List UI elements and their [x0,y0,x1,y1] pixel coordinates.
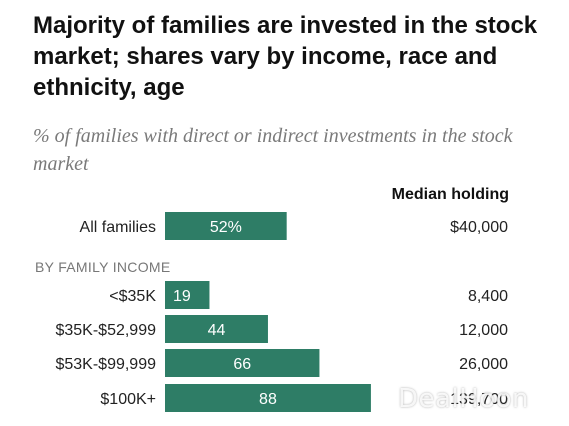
category-label: <$35K [109,288,156,305]
bar [165,384,371,412]
median-holding-value: $40,000 [450,219,508,236]
bar-value-label: 52% [210,219,242,236]
bar-value-label: 66 [233,356,251,373]
category-label: $100K+ [100,391,156,408]
chart-title: Majority of families are invested in the… [33,12,538,101]
median-holding-value: 139,700 [450,391,508,408]
category-label: All families [80,219,156,236]
bar [165,349,320,377]
bar-value-label: 44 [208,322,226,339]
bar-value-label: 19 [173,288,191,305]
section-label-income: BY FAMILY INCOME [35,259,171,275]
chart-subtitle: % of families with direct or indirect in… [33,125,513,175]
bar [165,315,268,343]
category-label: $35K-$52,999 [55,322,156,339]
bar-value-label: 88 [259,391,277,408]
median-holding-value: 12,000 [459,322,508,339]
bar [165,281,210,309]
bar [165,212,287,240]
watermark-text: DealHoon [398,384,530,414]
median-holding-header: Median holding [391,186,509,203]
category-label: $53K-$99,999 [55,356,156,373]
median-holding-value: 8,400 [468,288,508,305]
median-holding-value: 26,000 [459,356,508,373]
